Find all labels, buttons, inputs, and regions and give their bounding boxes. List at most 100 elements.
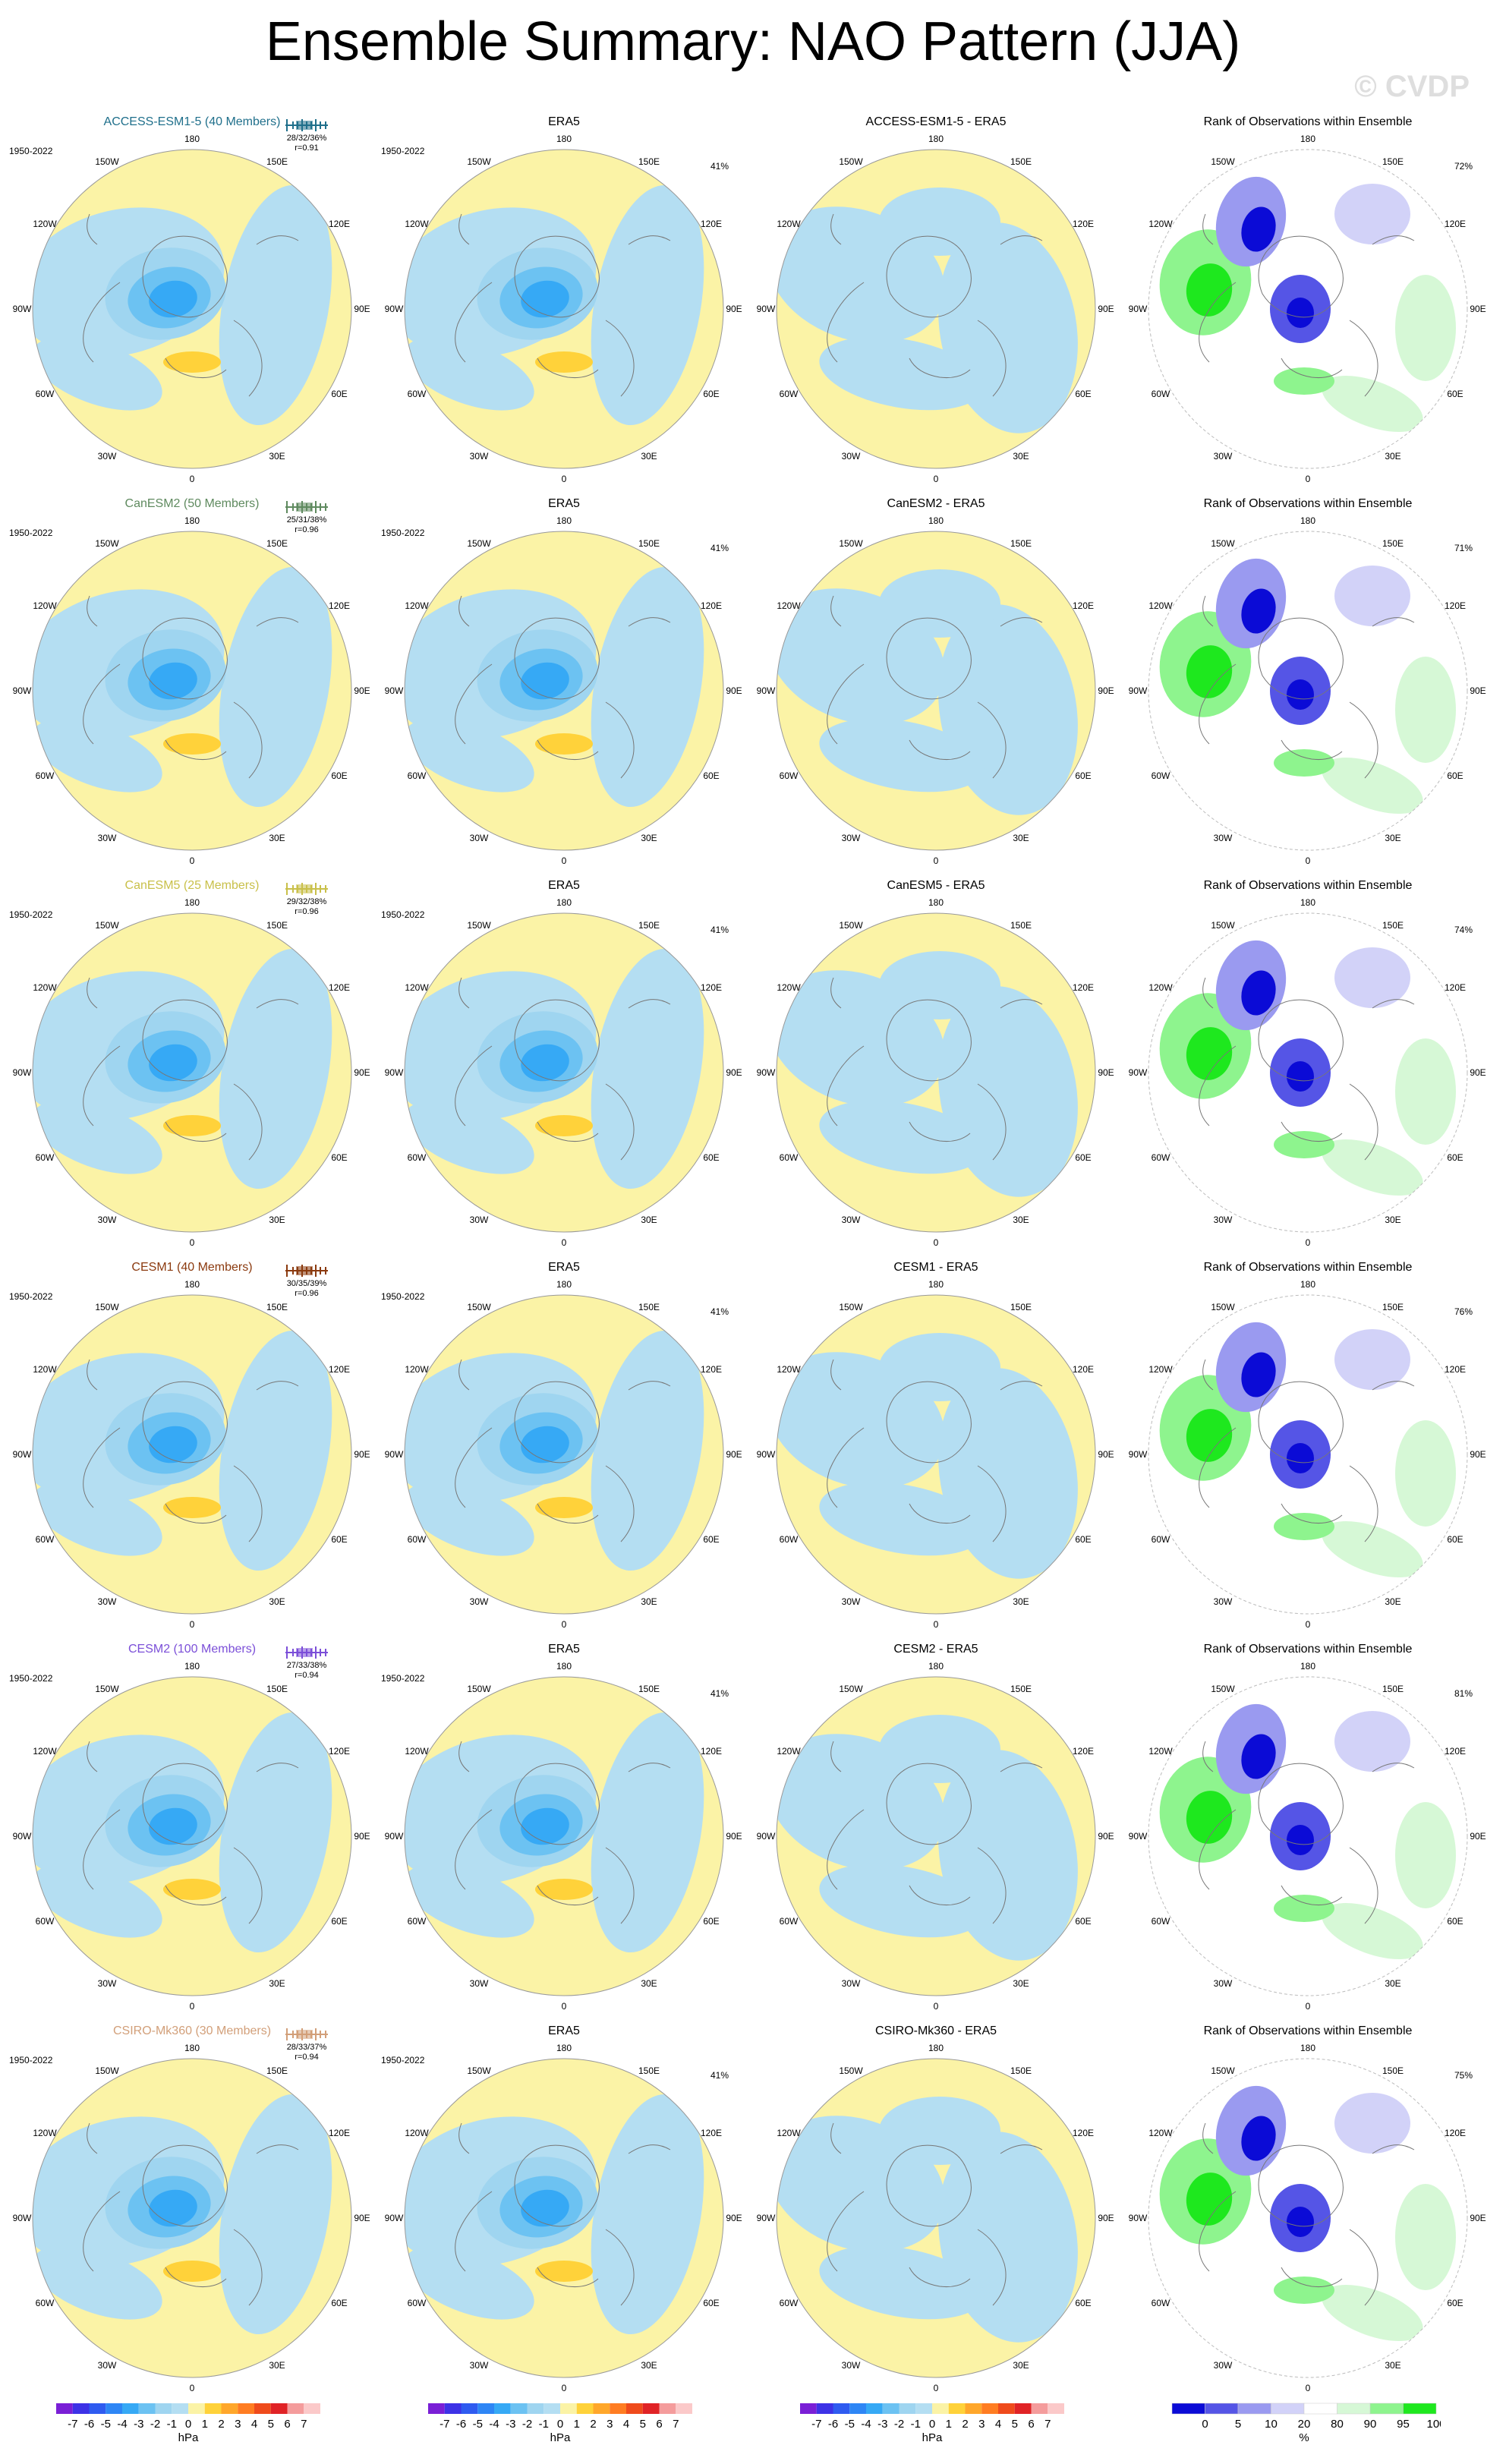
lon-label: 120W: [777, 600, 801, 611]
colorbar-tick-label: -4: [861, 2418, 871, 2431]
lon-label: 60E: [331, 389, 347, 399]
map-field: [777, 1677, 1095, 1996]
lon-label: 0: [934, 1237, 939, 1248]
field-weak-negative: [33, 2245, 162, 2320]
lon-label: 90E: [726, 304, 742, 314]
colorbar-swatch: [304, 2403, 320, 2414]
map-field: [405, 913, 723, 1232]
colorbar-tick-label: 0: [185, 2418, 191, 2431]
coastline: [886, 1763, 972, 1845]
colorbar-swatch: [932, 2403, 949, 2414]
coastline: [83, 663, 121, 745]
rank-min: [1287, 679, 1314, 710]
lon-label: 120W: [33, 982, 57, 993]
coastline: [514, 999, 600, 1082]
polar-map: 180 150E 120E 90E 60E 30E 0 30W 60W 90W 120W 150W: [385, 1661, 742, 2012]
lon-label: 120E: [1073, 982, 1094, 993]
lon-label: 60E: [703, 2298, 719, 2308]
lon-label: 120E: [1073, 1364, 1094, 1375]
field-weak-negative: [405, 1482, 534, 1556]
lon-label: 30E: [269, 1215, 285, 1225]
rank-high: [1395, 2184, 1456, 2290]
coastline: [233, 701, 263, 779]
lon-label: 150W: [1211, 920, 1235, 931]
pattern-correlation: r=0.96: [295, 907, 319, 916]
colorbar-tick-label: 4: [251, 2418, 257, 2431]
lon-label: 60W: [36, 1916, 55, 1927]
model-panel: CanESM2 (50 Members) 180 150E 120E 90E 60E 30E…: [6, 497, 378, 877]
rank-min: [1241, 970, 1276, 1016]
colorbar-tick-label: 5: [1235, 2418, 1241, 2431]
field-weak-negative: [591, 566, 704, 808]
lon-label: 120E: [1445, 600, 1466, 611]
lon-label: 120E: [701, 982, 722, 993]
colorbar-swatch: [444, 2403, 462, 2414]
lon-label: 90E: [1470, 2213, 1486, 2223]
field-weak-negative: [879, 951, 1000, 1019]
map-border: [776, 1294, 1096, 1615]
coastline: [827, 282, 865, 363]
lon-label: 120W: [777, 1746, 801, 1757]
coastline: [830, 213, 842, 245]
colorbar-svg: -7 -6 -5 -4 -3 -2 -1 0 1 2 3 4 5 6 7 hPa: [56, 2403, 320, 2444]
lon-label: 180: [184, 515, 200, 526]
coastline: [458, 1359, 470, 1391]
lon-label: 60W: [36, 2298, 55, 2308]
lon-label: 60E: [331, 2298, 347, 2308]
coastline: [1258, 2144, 1344, 2227]
polar-map: 180 150E 120E 90E 60E 30E 0 30W 60W 90W 120W 150W: [1129, 2043, 1486, 2393]
colorbar-swatch: [138, 2403, 156, 2414]
polar-map: 180 150E 120E 90E 60E 30E 0 30W 60W 90W 120W 150W: [13, 1661, 370, 2012]
period-label: 1950-2022: [9, 528, 53, 538]
lon-label: 30E: [1385, 1978, 1400, 1989]
rank-high: [1274, 1131, 1334, 1158]
field-weak-negative: [879, 2097, 1000, 2165]
colorbar-swatch: [1171, 2403, 1205, 2415]
ensemble-spread-glyph: [285, 1646, 328, 1659]
lon-label: 0: [190, 1619, 195, 1630]
lon-label: 150W: [95, 1684, 119, 1694]
lon-label: 90W: [13, 1067, 32, 1078]
colorbar-swatch: [610, 2403, 626, 2414]
coastline: [1372, 999, 1415, 1009]
lon-label: 30W: [1214, 2360, 1233, 2371]
colorbar-swatch: [1369, 2403, 1404, 2415]
coastline: [455, 1045, 493, 1126]
coastline: [1349, 2229, 1378, 2306]
coastline: [886, 235, 972, 318]
colorbar-svg: -7 -6 -5 -4 -3 -2 -1 0 1 2 3 4 5 6 7 hPa: [800, 2403, 1064, 2444]
coastline: [886, 2144, 972, 2227]
coastline: [458, 595, 470, 627]
coastline: [233, 1465, 263, 1542]
lon-label: 120W: [405, 982, 429, 993]
lon-label: 90W: [1129, 685, 1148, 696]
rank-high: [1395, 275, 1456, 381]
lon-label: 0: [1306, 2383, 1311, 2393]
obs-pct-variance: 41%: [710, 161, 729, 172]
rank-min: [1241, 2116, 1276, 2161]
field-positive-max: [535, 733, 593, 755]
ensemble-spread-glyph: [285, 1265, 328, 1277]
coastline: [827, 663, 865, 745]
coastline: [1349, 701, 1378, 779]
lon-label: 180: [1300, 897, 1315, 908]
field-weak-negative: [879, 187, 1000, 256]
ensemble-stats: 28/32/36% r=0.91: [276, 118, 337, 153]
obs-title: ERA5: [548, 879, 580, 892]
lon-label: 30W: [470, 1215, 489, 1225]
colorbar-swatch: [270, 2403, 288, 2414]
lon-label: 30W: [842, 451, 861, 462]
diff-panel: CSIRO-Mk360 - ERA5 180 150E 120E 90E 60E 30E 0 3…: [750, 2024, 1122, 2404]
lon-label: 60W: [36, 1152, 55, 1163]
rank-panel: Rank of Observations within Ensemble 180 1…: [1122, 497, 1494, 877]
colorbar-tick-label: 0: [929, 2418, 935, 2431]
colorbar-swatch: [626, 2403, 643, 2414]
lon-label: 60E: [1075, 1916, 1091, 1927]
coastline: [1372, 617, 1415, 627]
field-weak-negative: [819, 1100, 985, 1174]
colorbar-tick-label: -2: [150, 2418, 160, 2431]
lon-label: 30W: [98, 1596, 117, 1607]
lon-label: 90E: [1098, 685, 1114, 696]
lon-label: 30E: [641, 1978, 657, 1989]
lon-label: 30W: [842, 833, 861, 843]
